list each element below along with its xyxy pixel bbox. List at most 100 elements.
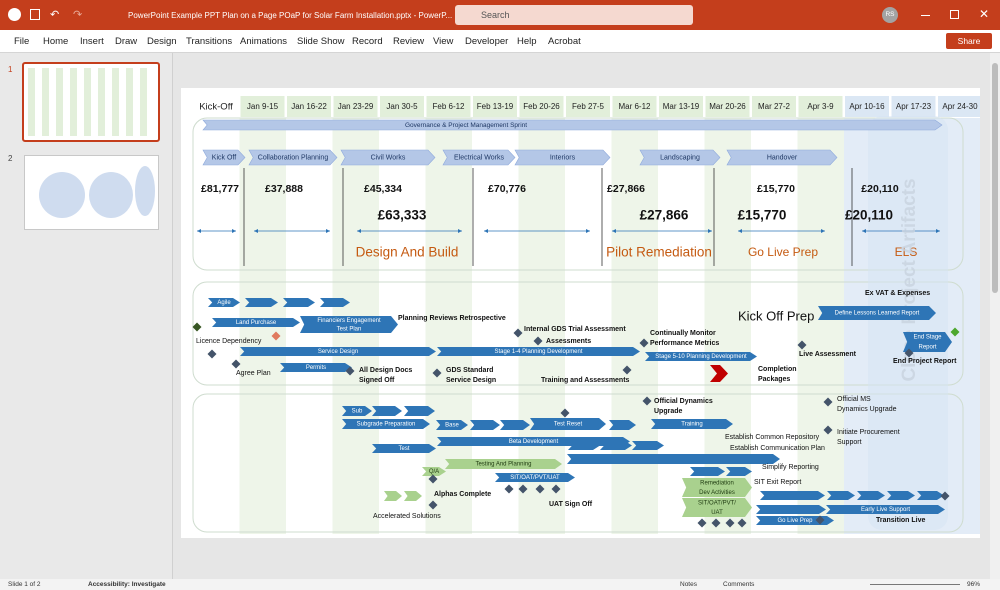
- task-bar-label: Beta Development: [509, 439, 559, 445]
- ribbon-tab[interactable]: Design: [147, 36, 177, 47]
- user-avatar[interactable]: RS: [882, 7, 898, 23]
- column-header: Mar 27-2: [758, 102, 791, 111]
- phase-arrow: [639, 149, 721, 166]
- header-cell: [473, 96, 517, 117]
- total-cost: £20,110: [845, 208, 893, 223]
- phase-label: Kick Off: [212, 154, 236, 161]
- task-bar: [760, 491, 825, 500]
- milestone-diamond: [642, 396, 652, 406]
- milestone-label: Official MS: [837, 396, 871, 403]
- phase-label: Landscaping: [660, 154, 700, 161]
- zoom-slider[interactable]: [870, 584, 960, 585]
- banner-label: Governance & Project Management Sprint: [405, 122, 527, 129]
- milestone-diamond: [622, 365, 632, 375]
- ribbon-tab[interactable]: Developer: [465, 36, 509, 47]
- stage-label: Pilot Remediation: [606, 245, 712, 260]
- total-cost: £15,770: [738, 208, 787, 223]
- milestone-diamond: [533, 336, 543, 346]
- arrow-head: [232, 229, 236, 233]
- task-bar-label: Go Live Prep: [777, 518, 813, 524]
- milestone-label: Training and Assessments: [541, 377, 630, 384]
- ribbon-tab[interactable]: Slide Show: [297, 36, 345, 47]
- undo-icon[interactable]: ↶: [50, 9, 60, 21]
- ribbon-tab[interactable]: Insert: [80, 36, 104, 47]
- scroll-thumb[interactable]: [992, 63, 998, 293]
- ribbon-tab[interactable]: Animations: [240, 36, 287, 47]
- column-header: Apr 17-23: [896, 102, 932, 111]
- task-bar-label: Testing And Planning: [475, 462, 531, 468]
- milestone-label: Ex VAT & Expenses: [865, 290, 930, 297]
- milestone-diamond: [535, 484, 545, 494]
- ribbon-tab[interactable]: File: [14, 36, 30, 47]
- ribbon-tab[interactable]: Record: [352, 36, 383, 47]
- task-bar: [422, 467, 446, 476]
- arrow-head: [254, 229, 258, 233]
- ribbon-tab[interactable]: Review: [393, 36, 425, 47]
- milestone-label: SIT Exit Report: [754, 479, 801, 486]
- red-chevron: [710, 365, 728, 382]
- task-bar: [240, 347, 436, 356]
- milestone-label: Initiate Procurement: [837, 429, 900, 436]
- milestone-label: Continually Monitor: [650, 330, 716, 337]
- ribbon-tab[interactable]: View: [433, 36, 454, 47]
- thumbnail-2[interactable]: [24, 155, 159, 230]
- task-bar-label: UAT: [711, 510, 723, 516]
- comments-button[interactable]: Comments: [723, 581, 755, 588]
- save-icon[interactable]: [30, 9, 40, 20]
- phase-label: Handover: [767, 154, 798, 161]
- cost: £20,110: [861, 183, 899, 195]
- ribbon-tab[interactable]: Home: [43, 36, 69, 47]
- ribbon-tab[interactable]: Help: [517, 36, 537, 47]
- milestone-label: Official Dynamics: [654, 398, 713, 405]
- task-bar: [651, 419, 733, 429]
- ribbon-tab[interactable]: Acrobat: [548, 36, 581, 47]
- milestone-diamond: [551, 484, 561, 494]
- scrollbar[interactable]: [990, 53, 1000, 579]
- header-cell: [287, 96, 331, 117]
- close-button[interactable]: ✕: [979, 7, 990, 21]
- column-header: Mar 13-19: [663, 102, 700, 111]
- accessibility-status[interactable]: Accessibility: Investigate: [88, 581, 166, 588]
- ribbon-tab[interactable]: Draw: [115, 36, 138, 47]
- task-bar: [384, 491, 402, 501]
- thumbnail-1[interactable]: [22, 62, 160, 142]
- header-cell: [659, 96, 703, 117]
- milestone-diamond: [797, 340, 807, 350]
- milestone-diamond: [504, 484, 514, 494]
- milestone-diamond: [271, 331, 281, 341]
- milestone-label: Assessments: [546, 338, 591, 345]
- share-button[interactable]: Share: [946, 33, 992, 49]
- task-bar-label: Agile: [217, 300, 231, 306]
- task-bar: [682, 478, 752, 497]
- header-cell: [705, 96, 750, 117]
- task-bar: [342, 406, 372, 416]
- task-bar: [645, 352, 757, 361]
- ribbon-tab[interactable]: Transitions: [186, 36, 233, 47]
- phase-label: Civil Works: [371, 154, 406, 161]
- milestone-label: Simplify Reporting: [762, 464, 819, 471]
- task-bar: [827, 491, 855, 500]
- milestone-diamond: [823, 425, 833, 435]
- notes-button[interactable]: Notes: [680, 581, 697, 588]
- task-bar-label: Dev Activities: [699, 490, 735, 496]
- redo-icon[interactable]: ↷: [73, 9, 83, 21]
- minimize-button[interactable]: [921, 15, 930, 16]
- phase-label: Collaboration Planning: [258, 154, 329, 161]
- milestone-label: Transition Live: [876, 517, 926, 524]
- document-title: PowerPoint Example PPT Plan on a Page PO…: [128, 11, 453, 20]
- milestone-diamond: [725, 518, 735, 528]
- zoom-level[interactable]: 96%: [967, 581, 981, 588]
- task-bar-label: Training: [681, 422, 702, 428]
- status-bar: Slide 1 of 2 Accessibility: Investigate …: [0, 579, 1000, 590]
- column-header: Feb 20-26: [523, 102, 560, 111]
- column-stripe: [704, 118, 751, 534]
- search-box[interactable]: Search: [455, 5, 693, 25]
- phase-label: Electrical Works: [454, 154, 505, 161]
- maximize-button[interactable]: [950, 10, 959, 19]
- milestone-diamond: [428, 500, 438, 510]
- header-cell: [566, 96, 610, 117]
- task-bar-label: Remediation: [700, 480, 734, 486]
- column-stripe: [611, 118, 658, 534]
- milestone-diamond: [207, 349, 217, 359]
